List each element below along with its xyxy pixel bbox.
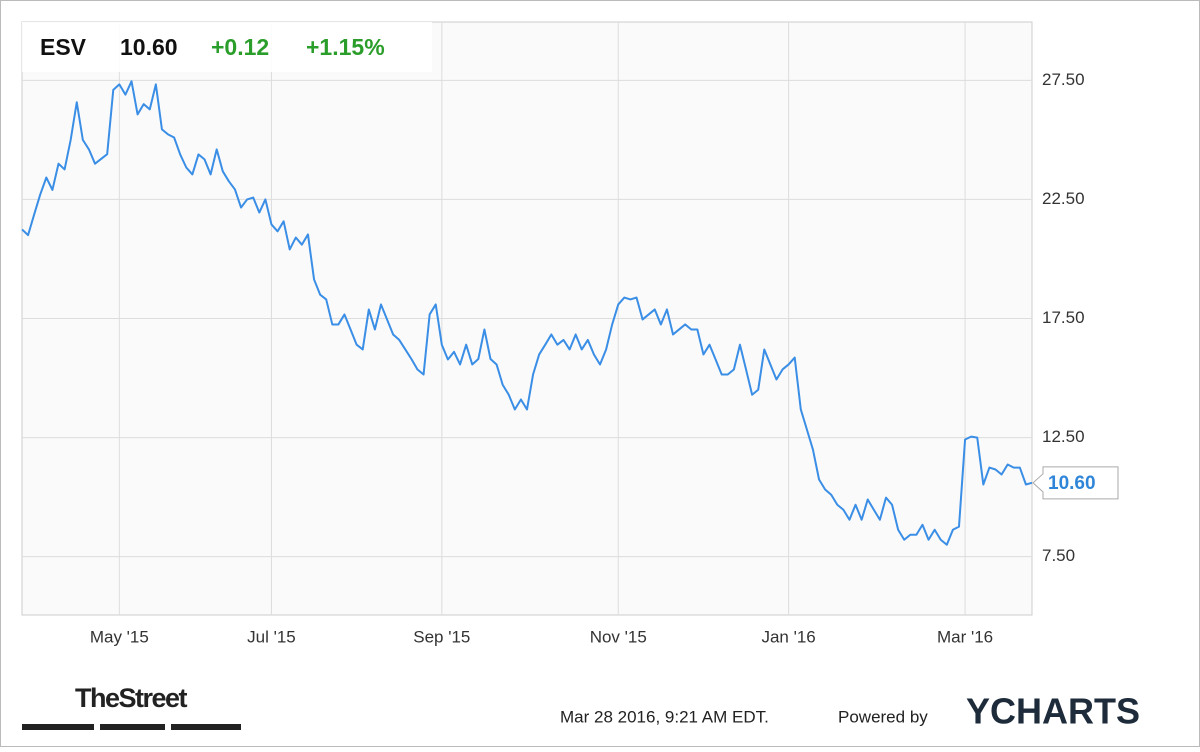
change-pct: +1.15% (306, 34, 385, 60)
x-tick-label: May '15 (90, 627, 149, 646)
y-tick-label: 27.50 (1042, 70, 1085, 89)
logo: YCHARTS (966, 691, 1140, 732)
callout-box (1032, 466, 1119, 500)
last-price-callout: 10.60 (1032, 466, 1119, 500)
header-box (22, 22, 432, 72)
powered-by: Powered by (838, 707, 928, 726)
brand-bar (22, 724, 94, 730)
y-tick-label: 17.50 (1042, 308, 1085, 327)
y-tick-label: 12.50 (1042, 427, 1085, 446)
x-tick-label: Sep '15 (413, 627, 470, 646)
brand-bar (171, 724, 241, 730)
price: 10.60 (120, 34, 178, 60)
timestamp: Mar 28 2016, 9:21 AM EDT. (560, 707, 769, 726)
change: +0.12 (211, 34, 269, 60)
x-tick-label: Jan '16 (761, 627, 815, 646)
ticker: ESV (40, 34, 87, 60)
x-tick-label: Jul '15 (247, 627, 296, 646)
x-tick-label: Nov '15 (590, 627, 647, 646)
brand: TheStreet (75, 683, 188, 713)
y-tick-label: 7.50 (1042, 546, 1075, 565)
grid (22, 22, 1032, 615)
series (21, 80, 1033, 546)
brand-bar (100, 724, 165, 730)
y-tick-label: 22.50 (1042, 189, 1085, 208)
price-line (21, 80, 1033, 546)
x-tick-label: Mar '16 (937, 627, 993, 646)
callout-text: 10.60 (1048, 473, 1096, 494)
